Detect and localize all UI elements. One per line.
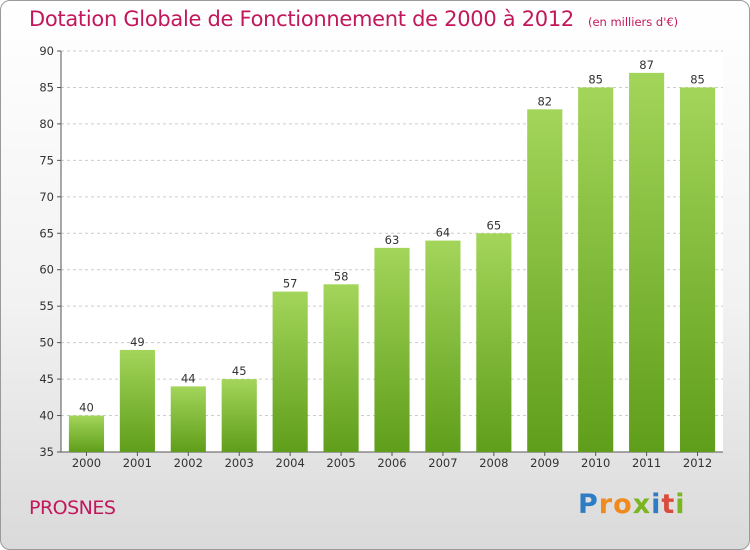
- logo-letter: t: [661, 489, 676, 520]
- data-label: 85: [690, 72, 705, 86]
- bar: [221, 379, 257, 452]
- bar: [629, 72, 665, 452]
- proxiti-logo: Proxiti: [578, 489, 686, 520]
- x-tick-label: 2001: [123, 456, 152, 470]
- data-label: 57: [283, 277, 298, 291]
- logo-letter: r: [598, 489, 614, 520]
- chart-title-block: Dotation Globale de Fonctionnement de 20…: [29, 7, 678, 31]
- data-label: 45: [232, 364, 247, 378]
- bar: [170, 386, 206, 452]
- bar: [679, 87, 716, 453]
- logo-letter: i: [651, 489, 662, 520]
- y-tick-label: 75: [39, 153, 54, 167]
- x-tick-label: 2009: [530, 456, 559, 470]
- bar: [119, 349, 155, 452]
- data-label: 40: [79, 401, 94, 415]
- bar: [68, 415, 105, 452]
- y-tick-label: 90: [39, 44, 54, 58]
- data-label: 44: [181, 371, 196, 385]
- x-tick-label: 2006: [377, 456, 406, 470]
- y-tick-label: 80: [39, 117, 54, 131]
- bar: [425, 240, 461, 452]
- x-tick-label: 2000: [72, 456, 101, 470]
- commune-name: PROSNES: [29, 497, 116, 519]
- x-tick-label: 2005: [326, 456, 355, 470]
- y-tick-label: 70: [39, 190, 54, 204]
- y-tick-label: 65: [39, 226, 54, 240]
- y-tick-label: 85: [39, 80, 54, 94]
- bar: [323, 284, 359, 452]
- bar: [272, 291, 308, 452]
- x-tick-label: 2002: [174, 456, 203, 470]
- chart-unit: (en milliers d'€): [587, 15, 679, 29]
- x-tick-label: 2012: [683, 456, 712, 470]
- bar: [527, 109, 563, 452]
- x-tick-label: 2003: [225, 456, 254, 470]
- x-tick-label: 2008: [479, 456, 508, 470]
- y-tick-label: 40: [39, 409, 54, 423]
- data-label: 49: [130, 335, 145, 349]
- x-tick-label: 2010: [581, 456, 610, 470]
- logo-letter: i: [675, 489, 686, 520]
- bar: [476, 233, 512, 452]
- data-label: 85: [588, 72, 603, 86]
- y-tick-label: 55: [39, 299, 54, 313]
- logo-letter: x: [632, 489, 652, 520]
- x-tick-label: 2007: [428, 456, 457, 470]
- x-tick-label: 2011: [632, 456, 661, 470]
- data-label: 65: [487, 218, 502, 232]
- logo-letter: P: [578, 489, 599, 520]
- logo-letter: o: [613, 489, 633, 520]
- data-label: 87: [639, 58, 654, 72]
- data-label: 63: [385, 233, 400, 247]
- y-tick-label: 35: [39, 445, 54, 459]
- data-label: 82: [537, 94, 552, 108]
- data-label: 64: [436, 226, 451, 240]
- data-label: 58: [334, 269, 349, 283]
- y-tick-label: 45: [39, 372, 54, 386]
- chart-title: Dotation Globale de Fonctionnement de 20…: [29, 7, 574, 31]
- bar: [578, 87, 614, 453]
- y-tick-label: 50: [39, 336, 54, 350]
- y-tick-label: 60: [39, 263, 54, 277]
- x-tick-label: 2004: [276, 456, 305, 470]
- bar: [374, 247, 410, 452]
